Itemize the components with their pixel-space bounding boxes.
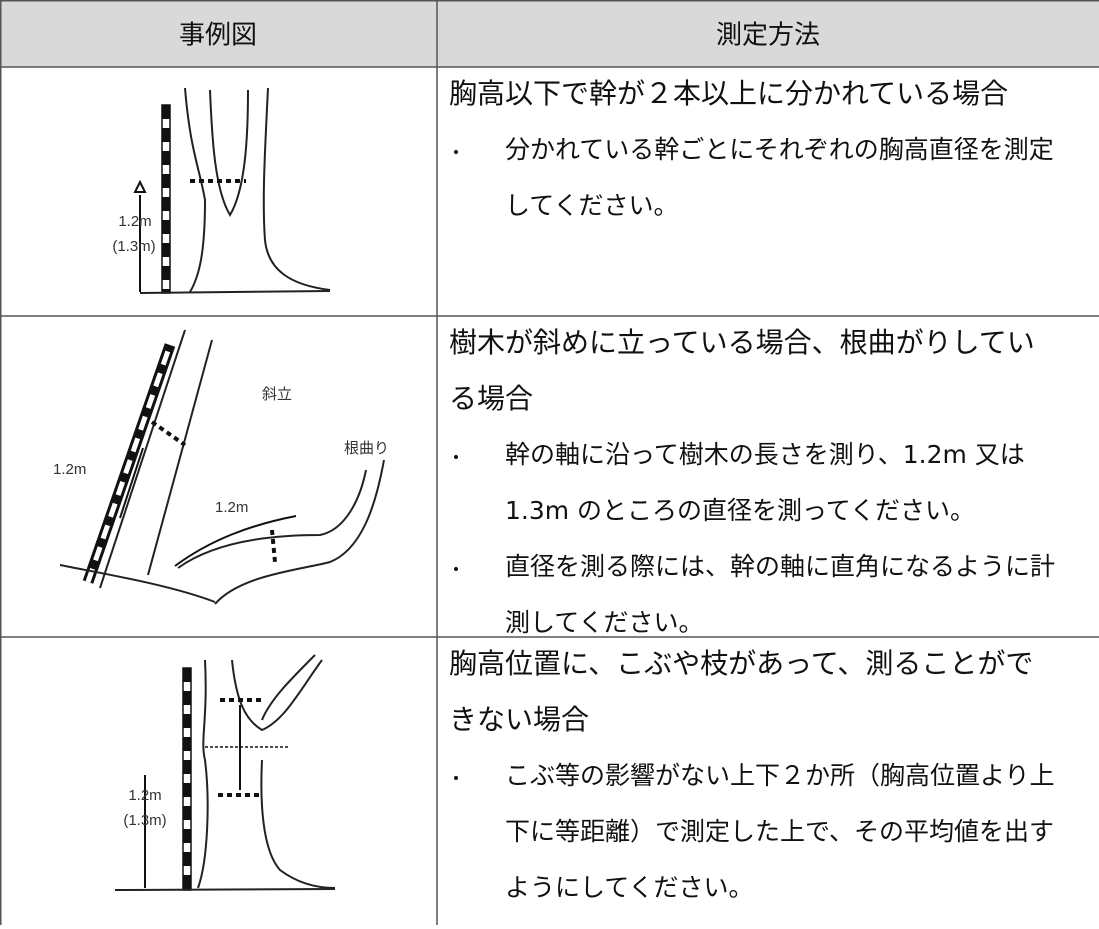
figure-3: 1.2m (1.3m) xyxy=(114,654,336,891)
figure-label: 1.2m xyxy=(118,213,151,230)
figure-label: 1.2m xyxy=(128,787,161,804)
bullet-text: 測してください。 xyxy=(505,608,704,637)
row-title: 樹木が斜めに立っている場合、根曲がりしてい xyxy=(449,326,1035,359)
bullet xyxy=(454,150,458,154)
header-bg xyxy=(0,0,1099,67)
bullet xyxy=(454,567,458,571)
header-cell: 測定方法 xyxy=(716,21,820,51)
bullet-text: してください。 xyxy=(505,191,679,220)
figure-label: 斜立 xyxy=(262,386,292,403)
row-title: 胸高以下で幹が２本以上に分かれている場合 xyxy=(449,77,1008,110)
bullet-text: 1.3m のところの直径を測ってください。 xyxy=(505,496,975,525)
row-title: きない場合 xyxy=(449,703,589,736)
bullet-text: 分かれている幹ごとにそれぞれの胸高直径を測定 xyxy=(505,135,1054,164)
figure-label: 1.2m xyxy=(53,461,86,478)
bullet-text: 直径を測る際には、幹の軸に直角になるように計 xyxy=(505,552,1055,581)
bullet-text: ようにしてください。 xyxy=(505,873,754,902)
figure-label: (1.3m) xyxy=(112,238,155,255)
figure-label: (1.3m) xyxy=(123,812,166,829)
bullet-text: こぶ等の影響がない上下２か所（胸高位置より上 xyxy=(505,761,1055,790)
bullet xyxy=(454,455,458,459)
bullet-text: 幹の軸に沿って樹木の長さを測り、1.2m 又は xyxy=(505,440,1025,469)
figure-1: 1.2m (1.3m) xyxy=(112,87,331,294)
row-title: 胸高位置に、こぶや枝があって、測ることがで xyxy=(449,647,1033,680)
row-title: る場合 xyxy=(449,382,533,415)
bullet xyxy=(454,776,458,780)
figure-label: 根曲り xyxy=(344,440,389,457)
figure-label: 1.2m xyxy=(215,499,248,516)
figure-2: 斜立 根曲り 1.2m 1.2m xyxy=(53,329,389,605)
bullet-text: 下に等距離）で測定した上で、その平均値を出す xyxy=(505,817,1054,846)
header-cell: 事例図 xyxy=(179,21,257,51)
